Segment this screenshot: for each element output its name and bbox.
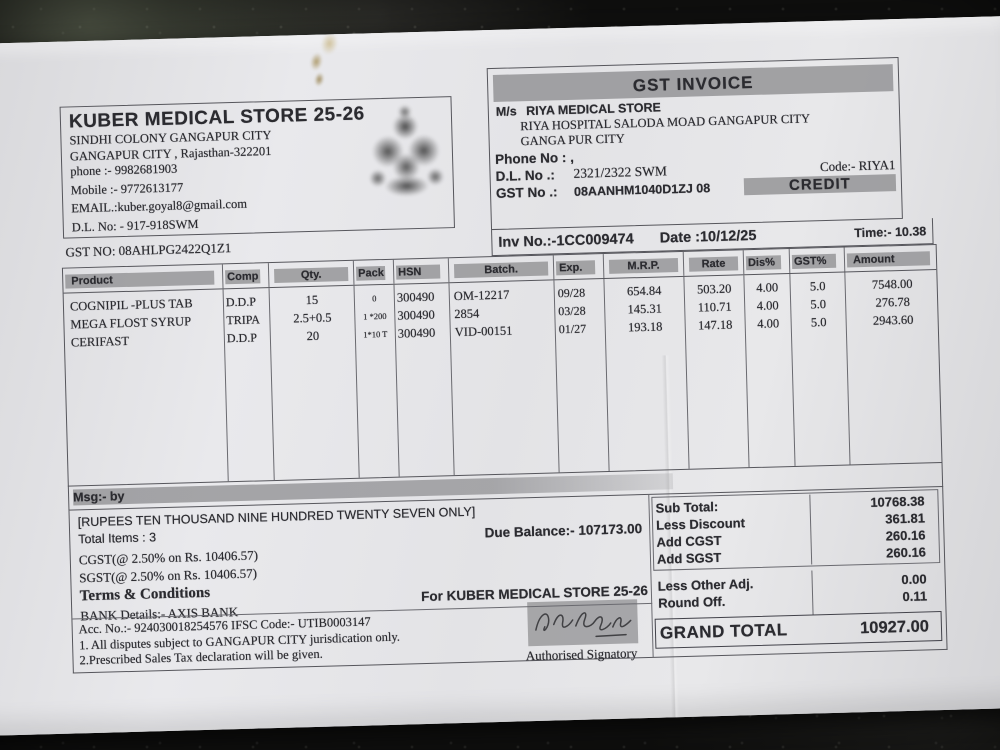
- grand-total-label: GRAND TOTAL: [659, 620, 788, 643]
- amount-in-words: [RUPEES TEN THOUSAND NINE HUNDRED TWENTY…: [77, 504, 476, 530]
- invoice-number: Inv No.:-1CC009474: [498, 230, 634, 251]
- column-dis: 4.00 4.00 4.00: [744, 274, 796, 468]
- gstpct-cell: 5.0: [810, 315, 827, 330]
- column-comp: D.D.P TRIPA D.D.P: [223, 288, 275, 482]
- hsn-cell: 300490: [397, 307, 436, 323]
- less-other-value: 0.00: [901, 571, 927, 588]
- items-table-body: COGNIPIL -PLUS TAB MEGA FLOST SYRUP CERI…: [63, 270, 943, 486]
- invoice-time: Time:- 10.38: [854, 223, 927, 240]
- pack-cell: 1*10 T: [363, 328, 388, 340]
- invoice-date: Date :10/12/25: [659, 227, 757, 247]
- hsn-cell: 300490: [396, 289, 435, 305]
- gstpct-cell: 5.0: [810, 297, 827, 312]
- seller-gst-no: GST NO: 08AHLPG2422Q1Z1: [65, 240, 232, 260]
- col-header-pack: Pack: [355, 265, 386, 281]
- amount-cell: 2943.60: [872, 312, 914, 328]
- credit-badge: CREDIT: [743, 174, 897, 196]
- col-header-mrp: M.R.P.: [608, 258, 679, 274]
- buyer-info-box: GST INVOICE M/s RIYA MEDICAL STORE RIYA …: [486, 56, 903, 231]
- col-header-batch: Batch.: [453, 261, 549, 279]
- column-exp: 09/28 03/28 01/27: [554, 279, 610, 473]
- items-table: Product Comp Qty. Pack HSN Batch. Exp. M…: [61, 244, 943, 487]
- invoice-content: KUBER MEDICAL STORE 25-26 SINDHI COLONY …: [57, 53, 948, 674]
- col-header-dis: Dis%: [745, 255, 782, 271]
- deity-stamp-icon: [359, 102, 453, 211]
- summary-left: [RUPEES TEN THOUSAND NINE HUNDRED TWENTY…: [69, 494, 654, 674]
- col-header-amount: Amount: [846, 251, 931, 268]
- signature-box: [527, 599, 639, 647]
- column-pack: 0 1 *200 1*10 T: [354, 284, 400, 478]
- exp-cell: 09/28: [557, 285, 586, 301]
- buyer-gst-value: 08AANHM1040D1ZJ 08: [573, 180, 711, 199]
- authorised-signatory-label: Authorised Signatory: [525, 645, 638, 664]
- grand-total-row: GRAND TOTAL 10927.00: [654, 611, 943, 649]
- pack-cell: 1 *200: [363, 310, 387, 322]
- qty-cell: 2.5+0.5: [293, 310, 332, 326]
- rate-cell: 110.71: [697, 299, 732, 315]
- qty-cell: 20: [306, 328, 320, 344]
- buyer-dl-value: 2321/2322 SWM: [573, 163, 668, 181]
- col-header-qty: Qty.: [274, 266, 349, 283]
- column-batch: OM-12217 2854 VID-00151: [449, 280, 560, 476]
- batch-cell: VID-00151: [454, 323, 513, 340]
- hsn-cell: 300490: [397, 325, 436, 341]
- due-balance: Due Balance:- 107173.00: [484, 521, 643, 541]
- sgst-line: SGST(@ 2.50% on Rs. 10406.57): [79, 565, 258, 586]
- product-cell: CERIFAST: [70, 333, 130, 350]
- buyer-gst-label: GST No .:: [495, 184, 558, 201]
- rate-cell: 503.20: [696, 281, 732, 297]
- summary-section: [RUPEES TEN THOUSAND NINE HUNDRED TWENTY…: [68, 486, 948, 674]
- comp-cell: D.D.P: [225, 294, 257, 310]
- col-header-rate: Rate: [688, 256, 739, 272]
- buyer-prefix: M/s: [495, 104, 517, 119]
- grand-total-value: 10927.00: [859, 616, 930, 637]
- mrp-cell: 145.31: [627, 301, 663, 317]
- pack-cell: 0: [372, 293, 377, 304]
- qty-cell: 15: [305, 292, 319, 308]
- comp-cell: TRIPA: [226, 312, 261, 328]
- col-header-exp: Exp.: [555, 260, 596, 276]
- column-hsn: 300490 300490 300490: [394, 283, 455, 477]
- column-rate: 503.20 110.71 147.18: [684, 275, 750, 469]
- round-off-value: 0.11: [902, 588, 928, 605]
- totals-box: Sub Total: 10768.38 Less Discount 361.81…: [649, 487, 948, 658]
- dis-cell: 4.00: [756, 280, 779, 295]
- buyer-block: M/s RIYA MEDICAL STORE RIYA HOSPITAL SAL…: [494, 94, 895, 150]
- column-mrp: 654.84 145.31 193.18: [604, 276, 690, 471]
- less-other-label: Less Other Adj.: [657, 576, 754, 594]
- column-gstpct: 5.0 5.0 5.0: [790, 272, 851, 466]
- buyer-dl-label: D.L. No .:: [495, 166, 556, 184]
- comp-cell: D.D.P: [226, 330, 258, 346]
- invoice-paper: KUBER MEDICAL STORE 25-26 SINDHI COLONY …: [0, 15, 1000, 737]
- dis-cell: 4.00: [756, 298, 779, 313]
- mrp-cell: 654.84: [626, 283, 662, 299]
- handwritten-signature: [535, 612, 632, 638]
- dis-cell: 4.00: [757, 316, 780, 331]
- exp-cell: 03/28: [558, 303, 586, 319]
- gstpct-cell: 5.0: [809, 279, 826, 294]
- exp-cell: 01/27: [558, 321, 587, 337]
- total-items: Total Items : 3: [78, 530, 157, 547]
- terms-heading: Terms & Conditions: [79, 584, 211, 605]
- col-header-hsn: HSN: [395, 264, 441, 280]
- mrp-cell: 193.18: [627, 319, 663, 335]
- round-off-label: Round Off.: [658, 593, 726, 611]
- rate-cell: 147.18: [697, 317, 733, 333]
- buyer-code: Code:- RIYA1: [819, 157, 896, 175]
- column-product: COGNIPIL -PLUS TAB MEGA FLOST SYRUP CERI…: [63, 289, 229, 486]
- column-qty: 15 2.5+0.5 20: [269, 285, 360, 481]
- col-header-gst: GST%: [791, 253, 837, 269]
- msg-label: Msg:- by: [72, 489, 125, 505]
- col-header-product: Product: [65, 270, 215, 289]
- column-amount: 7548.00 276.78 2943.60: [845, 270, 943, 464]
- col-header-comp: Comp: [225, 269, 261, 285]
